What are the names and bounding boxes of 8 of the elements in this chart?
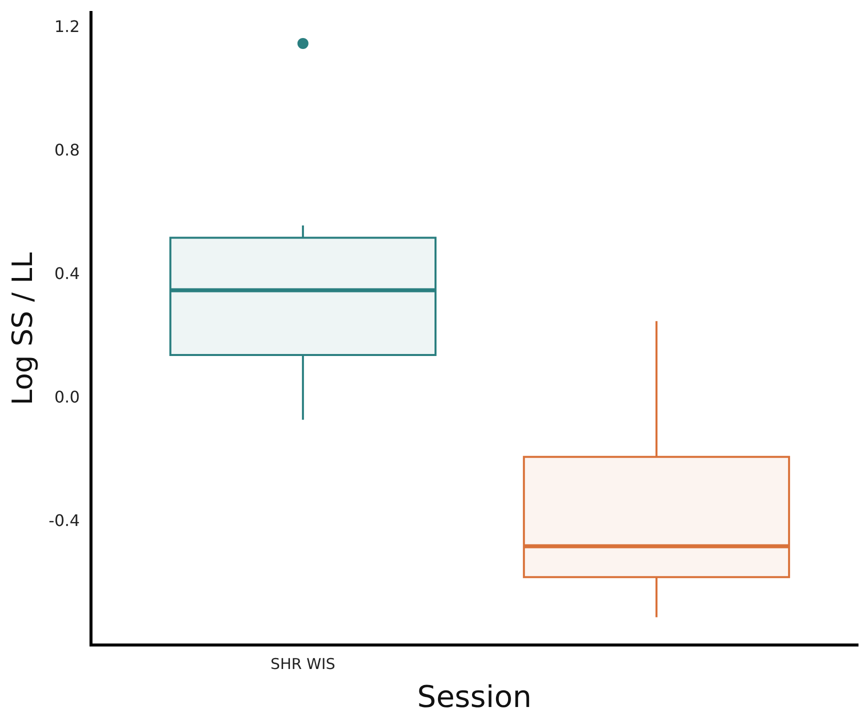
y-tick-label: -0.4 xyxy=(48,510,80,530)
y-axis-title: Log SS / LL xyxy=(6,252,40,406)
y-tick-label: 0.0 xyxy=(54,387,80,406)
x-axis-title: Session xyxy=(417,680,532,715)
x-tick-label: SHR WIS xyxy=(270,654,336,673)
y-tick-label: 0.4 xyxy=(54,264,80,283)
y-tick-label: 1.2 xyxy=(54,17,80,36)
y-tick-label: 0.8 xyxy=(54,140,80,160)
